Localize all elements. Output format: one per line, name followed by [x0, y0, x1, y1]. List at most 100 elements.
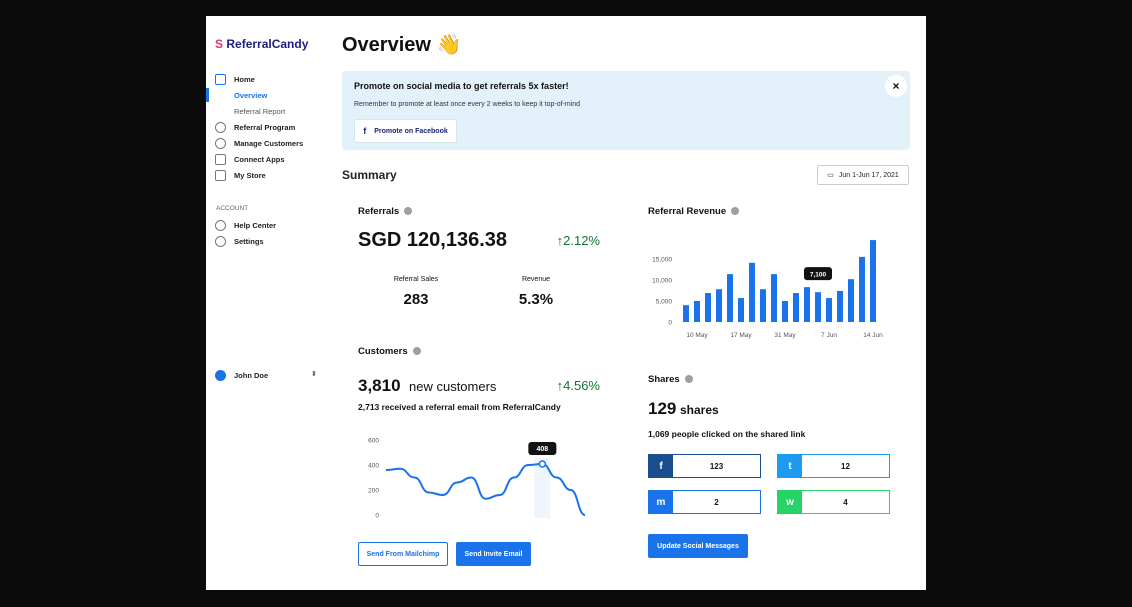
bar: [848, 279, 854, 322]
bar: [760, 289, 766, 322]
nav-item[interactable]: Manage Customers: [234, 139, 304, 148]
share-count: 129: [648, 399, 677, 418]
y-tick-label: 200: [368, 488, 379, 495]
tooltip-box: [804, 267, 832, 281]
y-tick-label: 0: [375, 513, 379, 520]
avatar: [215, 370, 226, 381]
x-tick-label: 17 May: [730, 332, 752, 339]
section-title: Summary: [342, 168, 397, 182]
facebook-icon: f: [649, 455, 673, 477]
share-value: 123: [709, 461, 724, 471]
nav-item[interactable]: Connect Apps: [234, 155, 285, 164]
nav-item[interactable]: My Store: [234, 171, 266, 180]
date-picker[interactable]: ▭ Jun 1-Jun 17, 2021: [817, 165, 909, 185]
title-text: Shares: [648, 374, 680, 385]
referral-amount: SGD 120,136.38: [358, 229, 507, 251]
share-value: 4: [843, 497, 848, 507]
bar: [705, 293, 711, 322]
share-value: 2: [714, 497, 719, 507]
info-icon[interactable]: [404, 207, 413, 215]
icon: [215, 74, 226, 85]
button-label: Promote on Facebook: [374, 127, 448, 135]
update-button[interactable]: Update Social Messages: [648, 534, 748, 558]
info-icon[interactable]: [412, 347, 421, 355]
info-icon[interactable]: [684, 375, 693, 383]
y-tick-label: 400: [368, 463, 379, 470]
card-title: Shares: [648, 374, 693, 385]
x-tick-label: 31 May: [774, 332, 796, 339]
change: ↑2.12%: [556, 233, 600, 248]
facebook-shares: f 123: [648, 454, 761, 478]
tooltip: 7,100: [810, 272, 827, 279]
y-tick-label: 15,000: [652, 257, 672, 264]
line: [385, 462, 586, 516]
y-tick-label: 600: [368, 438, 379, 445]
user-menu-toggle[interactable]: ⬍: [311, 371, 317, 378]
nav-item[interactable]: Overview: [234, 91, 268, 100]
bar: [683, 305, 689, 322]
note: 2,713 received a referral email from Ref…: [358, 402, 561, 412]
change: ↑4.56%: [556, 378, 600, 393]
title-text: Referrals: [358, 206, 400, 217]
bar: [716, 289, 722, 322]
close-button[interactable]: ×: [885, 75, 907, 97]
card-title: Customers: [358, 346, 421, 357]
active-indicator: [206, 88, 209, 102]
icon: [215, 138, 226, 149]
banner-title: Promote on social media to get referrals…: [354, 81, 569, 91]
icon: [215, 122, 226, 133]
bar: [782, 301, 788, 322]
bar: [738, 298, 744, 322]
nav-item[interactable]: Referral Program: [234, 123, 296, 132]
twitter-icon: t: [778, 455, 802, 477]
icon: [215, 170, 226, 181]
customer-count: 3,810: [358, 376, 401, 395]
highlight-band: [534, 458, 551, 518]
bar: [837, 290, 843, 322]
title-text: Referral Revenue: [648, 206, 727, 217]
card-title: Referral Revenue: [648, 206, 740, 217]
count-label: shares: [680, 403, 719, 417]
invite-button[interactable]: Send Invite Email: [456, 542, 531, 566]
banner-text: Remember to promote at least once every …: [354, 101, 581, 108]
user-name[interactable]: John Doe: [234, 371, 269, 380]
bar: [826, 298, 832, 322]
nav-item[interactable]: Settings: [234, 237, 264, 246]
info-icon[interactable]: [731, 207, 740, 215]
bar: [815, 292, 821, 322]
tooltip-box: [528, 442, 557, 455]
metric-label: Referral Sales: [393, 276, 439, 283]
bar: [727, 274, 733, 322]
twitter-shares: t 12: [777, 454, 890, 478]
bar: [749, 262, 755, 322]
y-tick-label: 5,000: [656, 299, 673, 306]
x-tick-label: 14 Jun: [863, 332, 883, 339]
page-title: Overview 👋: [342, 34, 462, 56]
nav-item[interactable]: Referral Report: [234, 107, 286, 116]
tooltip: 408: [537, 446, 549, 453]
note: 1,069 people clicked on the shared link: [648, 429, 806, 439]
icon: [215, 236, 226, 247]
card-title: Referrals: [358, 206, 413, 217]
bar: [870, 240, 876, 322]
icon: [215, 220, 226, 231]
mailchimp-button[interactable]: Send From Mailchimp: [358, 542, 448, 566]
whatsapp-icon: w: [778, 491, 802, 513]
promote-button[interactable]: f Promote on Facebook: [354, 119, 457, 143]
metric-value: 5.3%: [518, 291, 554, 308]
brand: S ReferralCandy: [215, 37, 309, 51]
nav-item[interactable]: Help Center: [234, 221, 277, 230]
y-tick-label: 10,000: [652, 278, 672, 285]
bar: [771, 274, 777, 322]
y-tick-label: 0: [668, 320, 672, 327]
x-tick-label: 7 Jun: [821, 332, 837, 339]
metric-value: 283: [403, 291, 429, 308]
count-label: new customers: [409, 379, 497, 394]
section-heading: ACCOUNT: [216, 205, 249, 212]
icon: [215, 154, 226, 165]
nav-item[interactable]: Home: [234, 75, 255, 84]
bar: [694, 301, 700, 322]
bar: [804, 287, 810, 322]
